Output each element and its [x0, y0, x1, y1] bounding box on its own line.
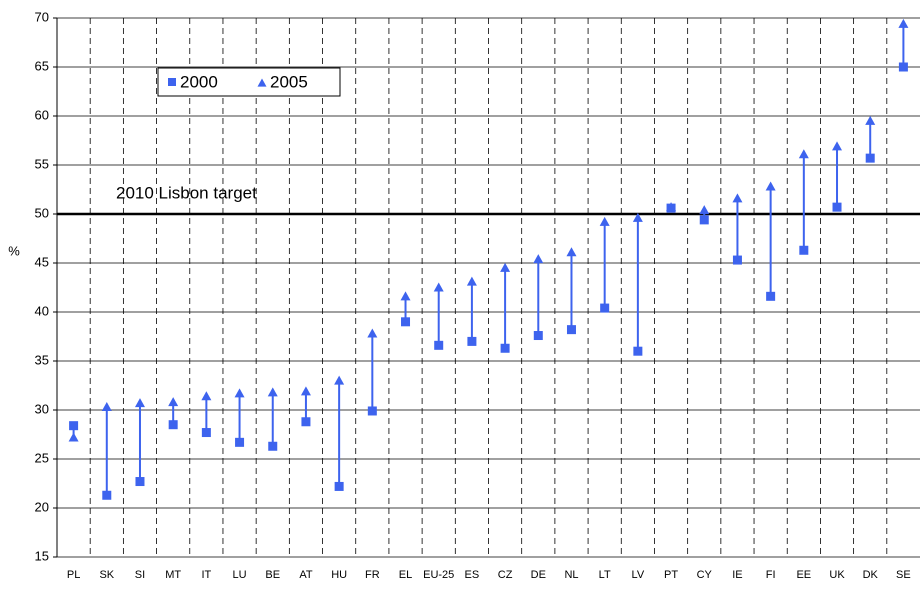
y-tick-label: 70 — [35, 9, 49, 24]
x-tick-label: IT — [201, 569, 211, 581]
marker-2005 — [101, 402, 112, 412]
marker-2000 — [467, 336, 477, 346]
marker-2000 — [334, 481, 344, 491]
marker-2005 — [367, 328, 378, 338]
marker-2005 — [865, 115, 876, 125]
x-tick-label: DE — [531, 569, 546, 581]
marker-2000 — [533, 331, 543, 341]
marker-2000 — [600, 303, 610, 313]
marker-2000 — [633, 346, 643, 356]
x-tick-label: SI — [135, 569, 145, 581]
marker-2000 — [799, 245, 809, 255]
marker-2005 — [533, 254, 544, 264]
marker-2000 — [434, 340, 444, 350]
x-tick-label: FR — [365, 569, 380, 581]
marker-2000 — [500, 343, 510, 353]
marker-2005 — [666, 202, 677, 212]
marker-2005 — [234, 388, 245, 398]
y-tick-label: 25 — [35, 450, 49, 465]
marker-2005 — [898, 18, 909, 28]
marker-2000 — [301, 417, 311, 427]
marker-2005 — [798, 149, 809, 159]
y-tick-label: 65 — [35, 58, 49, 73]
x-tick-label: UK — [829, 569, 845, 581]
x-tick-label: FI — [766, 569, 776, 581]
legend-label: 2000 — [180, 72, 218, 91]
marker-2000 — [235, 437, 245, 447]
x-tick-label: HU — [331, 569, 347, 581]
x-tick-label: BE — [265, 569, 280, 581]
marker-2000 — [699, 215, 709, 225]
marker-2005 — [267, 387, 278, 397]
y-tick-label: 40 — [35, 303, 49, 318]
marker-2005 — [599, 216, 610, 226]
marker-2000 — [401, 317, 411, 327]
x-tick-label: EL — [399, 569, 412, 581]
marker-2005 — [699, 205, 710, 215]
marker-2005 — [566, 247, 577, 257]
legend-marker — [168, 78, 176, 86]
marker-2005 — [466, 276, 477, 286]
marker-2000 — [898, 62, 908, 72]
x-tick-label: PL — [67, 569, 80, 581]
marker-2000 — [268, 441, 278, 451]
marker-2005 — [68, 432, 79, 442]
marker-2005 — [632, 212, 643, 222]
legend-label: 2005 — [270, 72, 308, 91]
marker-2005 — [433, 282, 444, 292]
y-tick-label: 45 — [35, 254, 49, 269]
x-tick-label: AT — [299, 569, 313, 581]
marker-2005 — [400, 291, 411, 301]
marker-2000 — [732, 255, 742, 265]
marker-2005 — [334, 375, 345, 385]
marker-2005 — [134, 398, 145, 408]
legend-marker — [257, 78, 267, 87]
y-tick-label: 35 — [35, 352, 49, 367]
y-tick-label: 50 — [35, 205, 49, 220]
marker-2005 — [732, 193, 743, 203]
x-tick-label: EU-25 — [423, 569, 454, 581]
x-tick-label: IE — [732, 569, 742, 581]
x-tick-label: LV — [632, 569, 645, 581]
marker-2005 — [832, 141, 843, 151]
x-tick-label: ES — [465, 569, 480, 581]
y-tick-label: 55 — [35, 156, 49, 171]
marker-2000 — [865, 153, 875, 163]
marker-2005 — [201, 391, 212, 401]
x-tick-label: NL — [564, 569, 578, 581]
x-tick-label: DK — [863, 569, 879, 581]
marker-2000 — [69, 421, 79, 431]
marker-2000 — [168, 420, 178, 430]
target-label: 2010 Lisbon target — [116, 183, 257, 202]
x-tick-label: LU — [233, 569, 247, 581]
marker-2005 — [168, 397, 179, 407]
y-tick-label: 30 — [35, 401, 49, 416]
marker-2005 — [500, 262, 511, 272]
y-tick-label: 60 — [35, 107, 49, 122]
marker-2000 — [367, 406, 377, 416]
marker-2000 — [766, 291, 776, 301]
marker-2000 — [135, 477, 145, 487]
x-tick-label: PT — [664, 569, 678, 581]
x-tick-label: SK — [99, 569, 114, 581]
x-tick-label: CY — [697, 569, 713, 581]
legend-box — [157, 67, 341, 97]
marker-2005 — [765, 181, 776, 191]
marker-2000 — [201, 428, 211, 438]
y-tick-label: 20 — [35, 499, 49, 514]
x-tick-label: SE — [896, 569, 911, 581]
x-tick-label: EE — [796, 569, 811, 581]
marker-2005 — [300, 386, 311, 396]
y-tick-label: 15 — [35, 548, 49, 563]
x-tick-label: MT — [165, 569, 181, 581]
x-tick-label: CZ — [498, 569, 513, 581]
x-tick-label: LT — [599, 569, 611, 581]
y-axis-label: % — [8, 243, 20, 258]
marker-2000 — [102, 490, 112, 500]
marker-2000 — [566, 325, 576, 335]
marker-2000 — [832, 202, 842, 212]
